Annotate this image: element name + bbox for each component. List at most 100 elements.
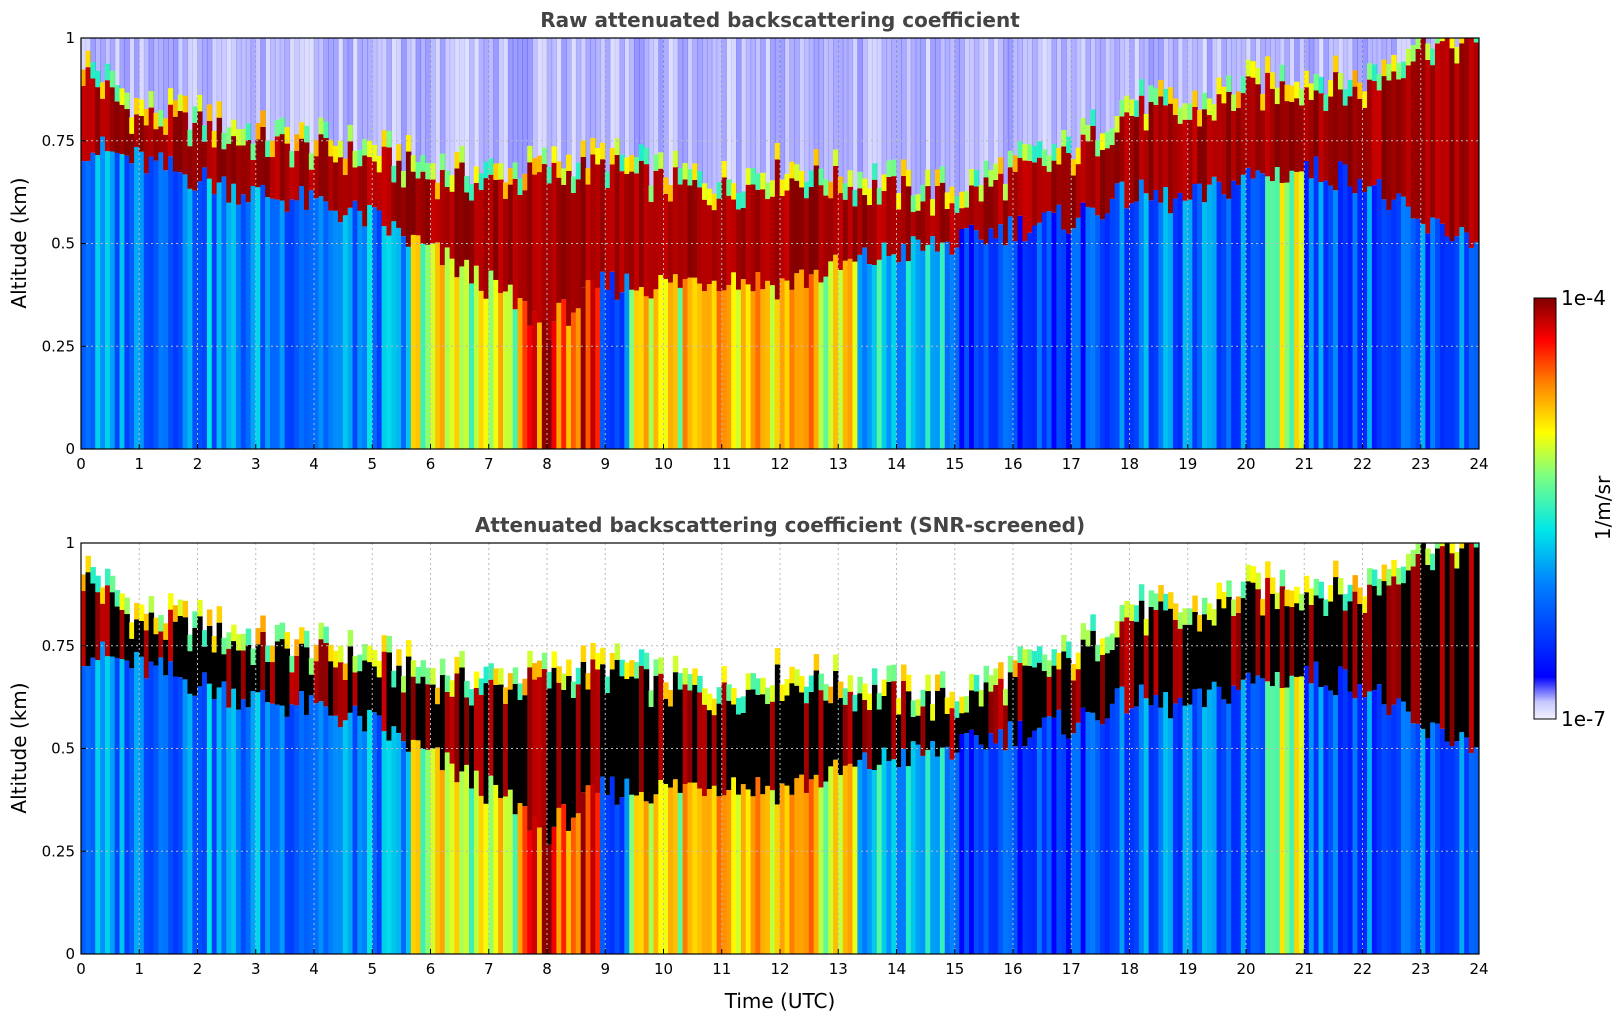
heatmap-cell <box>910 211 917 237</box>
heatmap-cell <box>1182 705 1189 954</box>
heatmap-cell <box>1100 149 1106 220</box>
heatmap-cell <box>600 664 606 777</box>
heatmap-cell <box>1328 185 1334 449</box>
heatmap-cell <box>653 659 659 676</box>
heatmap-cell <box>1435 38 1441 44</box>
heatmap-cell <box>1036 222 1043 449</box>
heatmap-cell <box>1066 233 1072 449</box>
heatmap-cell <box>1430 553 1436 571</box>
heatmap-cell <box>541 669 548 825</box>
heatmap-cell <box>158 657 164 954</box>
heatmap-noise <box>1143 38 1150 114</box>
heatmap-cell <box>1274 592 1281 610</box>
heatmap-noise <box>1197 38 1203 110</box>
heatmap-cell <box>1163 187 1169 449</box>
heatmap-cell <box>1134 605 1140 622</box>
heatmap-cell <box>580 792 587 954</box>
heatmap-cell <box>692 277 698 449</box>
heatmap-cell <box>1323 94 1329 111</box>
heatmap-cell <box>1002 245 1009 449</box>
heatmap-cell <box>1153 104 1159 191</box>
heatmap-cell <box>682 668 689 685</box>
heatmap-noise <box>1367 38 1373 64</box>
heatmap-noise <box>1274 38 1281 88</box>
heatmap-cell <box>279 134 286 201</box>
heatmap-cell <box>862 752 868 954</box>
heatmap-cell <box>546 339 553 449</box>
heatmap-cell <box>1299 593 1305 611</box>
heatmap-noise <box>600 38 606 143</box>
heatmap-cell <box>653 289 659 449</box>
heatmap-cell <box>255 692 261 954</box>
heatmap-cell <box>668 690 674 707</box>
heatmap-cell <box>852 261 858 449</box>
heatmap-cell <box>449 191 456 259</box>
heatmap-cell <box>837 269 844 449</box>
heatmap-cell <box>357 715 363 954</box>
heatmap-cell <box>1439 728 1446 954</box>
heatmap-cell <box>459 162 465 267</box>
heatmap-cell <box>765 687 771 705</box>
heatmap-cell <box>1265 56 1271 73</box>
heatmap-cell <box>289 167 295 200</box>
heatmap-cell <box>1197 109 1203 127</box>
heatmap-cell <box>342 158 349 175</box>
heatmap-cell <box>464 680 470 698</box>
heatmap-cell <box>969 185 975 225</box>
heatmap-cell <box>697 170 703 188</box>
heatmap-cell <box>871 668 878 685</box>
heatmap-cell <box>755 189 761 273</box>
heatmap-cell <box>833 654 839 671</box>
heatmap-cell <box>313 198 320 449</box>
heatmap-cell <box>1206 603 1213 620</box>
heatmap-cell <box>138 604 145 621</box>
heatmap-cell <box>663 278 669 449</box>
heatmap-cell <box>1303 665 1310 954</box>
heatmap-noise <box>158 38 164 111</box>
heatmap-cell <box>488 270 494 449</box>
heatmap-cell <box>435 182 441 200</box>
heatmap-cell <box>901 664 907 681</box>
heatmap-cell <box>1002 200 1009 246</box>
x-tick-label: 17 <box>1062 455 1081 473</box>
heatmap-noise <box>726 38 732 180</box>
heatmap-cell <box>313 139 320 157</box>
heatmap-cell <box>750 291 757 449</box>
heatmap-cell <box>857 759 863 954</box>
heatmap-cell <box>857 188 863 255</box>
heatmap-cell <box>1357 684 1363 954</box>
heatmap-cell <box>459 266 465 449</box>
heatmap-cell <box>862 247 868 449</box>
heatmap-cell <box>444 691 451 753</box>
heatmap-cell <box>1182 119 1189 201</box>
heatmap-cell <box>313 156 320 199</box>
heatmap-cell <box>197 181 203 449</box>
heatmap-cell <box>439 265 446 449</box>
heatmap-cell <box>148 91 155 108</box>
heatmap-cell <box>697 692 703 789</box>
heatmap-cell <box>464 697 470 765</box>
heatmap-noise <box>507 38 514 169</box>
heatmap-cell <box>381 146 388 227</box>
heatmap-cell <box>197 94 203 112</box>
heatmap-cell <box>342 720 349 954</box>
heatmap-cell <box>672 655 679 673</box>
heatmap-cell <box>1352 575 1358 592</box>
heatmap-cell <box>1027 160 1033 233</box>
heatmap-noise <box>1216 38 1223 78</box>
heatmap-cell <box>570 192 577 313</box>
heatmap-cell <box>852 206 858 262</box>
heatmap-noise <box>337 38 344 141</box>
heatmap-cell <box>799 269 805 449</box>
heatmap-cell <box>270 157 276 199</box>
colorbar-gradient <box>1533 297 1557 720</box>
heatmap-cell <box>124 92 130 110</box>
heatmap-cell <box>1435 548 1441 724</box>
heatmap-noise <box>1100 38 1106 134</box>
heatmap-cell <box>784 695 791 786</box>
heatmap-cell <box>925 244 931 449</box>
heatmap-cell <box>216 182 223 449</box>
heatmap-cell <box>357 654 363 672</box>
heatmap-noise <box>532 38 538 159</box>
heatmap-cell <box>517 178 524 195</box>
